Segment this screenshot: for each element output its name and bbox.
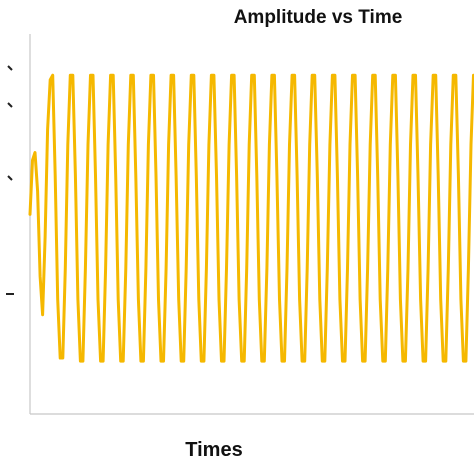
y-tick-mark — [7, 65, 13, 71]
chart-title: Amplitude vs Time — [234, 7, 403, 28]
series-group — [28, 73, 474, 363]
y-axis-ticks — [6, 65, 14, 295]
x-axis-label: Times — [185, 439, 242, 461]
y-tick-mark — [7, 175, 13, 181]
y-tick-mark — [7, 102, 13, 108]
series-line-0 — [28, 73, 474, 363]
